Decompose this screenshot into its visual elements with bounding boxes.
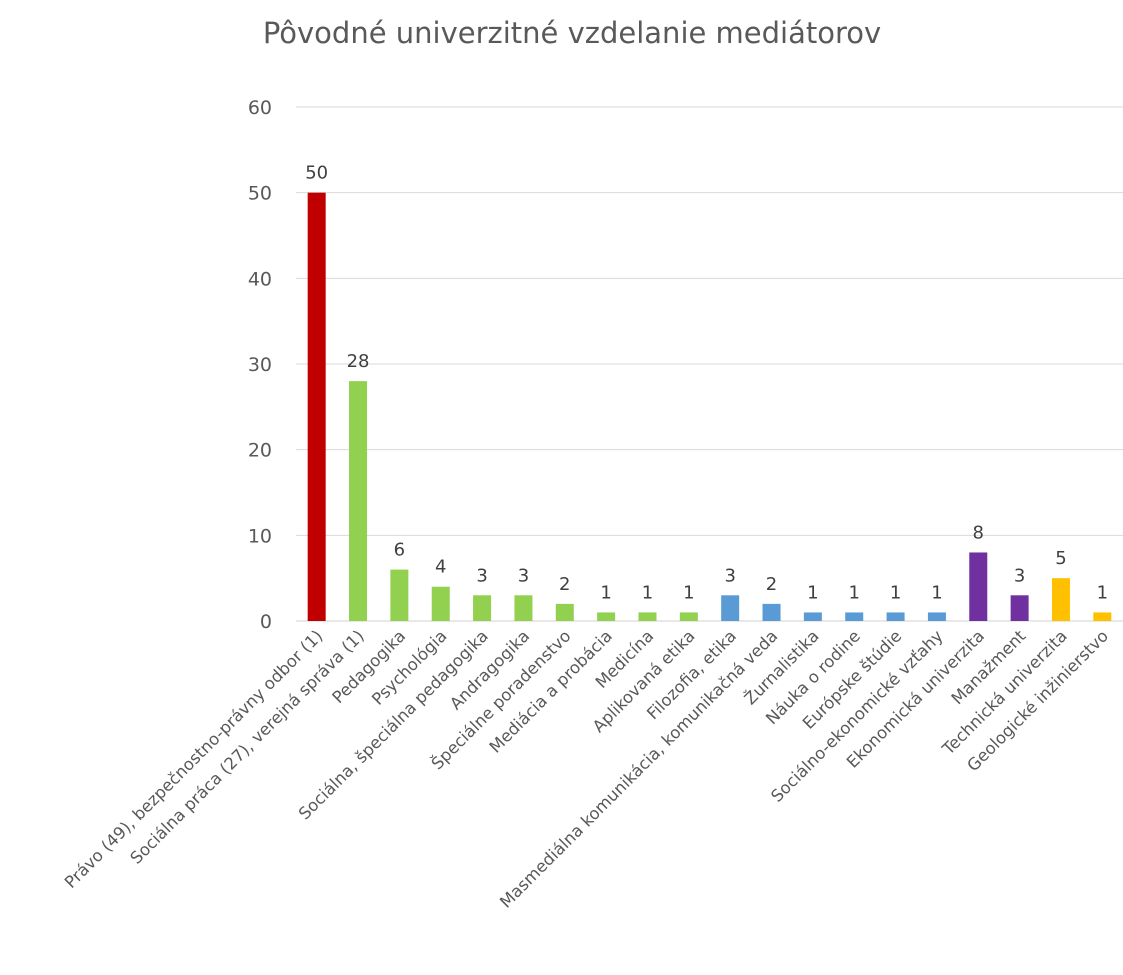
bar — [638, 612, 657, 621]
x-axis-categories: Právo (49), bezpečnostno-právny odbor (1… — [61, 626, 1112, 912]
y-axis-ticks: 0 10 20 30 40 50 60 — [248, 97, 272, 633]
bars — [307, 192, 1112, 621]
bar — [1051, 578, 1070, 621]
data-labels: 50 28 6 4 3 3 2 1 1 1 3 2 1 1 1 1 8 3 5 1 — [305, 163, 1108, 604]
bar — [927, 612, 946, 621]
bar — [597, 612, 616, 621]
data-label: 1 — [600, 582, 611, 603]
category-label: Právo (49), bezpečnostno-právny odbor (1… — [61, 626, 327, 892]
y-tick-label: 40 — [248, 268, 272, 290]
bar — [1010, 595, 1029, 621]
data-label: 1 — [683, 582, 694, 603]
bar — [886, 612, 905, 621]
data-label: 5 — [1055, 548, 1066, 569]
bar — [762, 603, 781, 621]
data-label: 1 — [890, 582, 901, 603]
y-tick-label: 20 — [248, 440, 272, 462]
data-label: 3 — [518, 565, 529, 586]
data-label: 1 — [931, 582, 942, 603]
bar — [307, 192, 326, 621]
data-label: 1 — [642, 582, 653, 603]
data-label: 2 — [766, 574, 777, 595]
bar — [721, 595, 740, 621]
category-label: Sociálna práca (27), verejná správa (1) — [127, 626, 368, 867]
bar — [803, 612, 822, 621]
y-tick-label: 30 — [248, 354, 272, 376]
data-label: 6 — [394, 540, 405, 561]
data-label: 1 — [807, 582, 818, 603]
data-label: 4 — [435, 557, 446, 578]
data-label: 3 — [476, 565, 487, 586]
data-label: 1 — [848, 582, 859, 603]
bar — [1093, 612, 1112, 621]
bar — [969, 552, 988, 621]
bar — [390, 569, 409, 621]
bar — [845, 612, 864, 621]
data-label: 50 — [305, 163, 328, 184]
bar — [514, 595, 533, 621]
data-label: 8 — [973, 522, 984, 543]
y-tick-label: 50 — [248, 183, 272, 205]
y-tick-label: 0 — [260, 611, 272, 633]
data-label: 2 — [559, 574, 570, 595]
data-label: 3 — [1014, 565, 1025, 586]
bar — [473, 595, 492, 621]
bar — [349, 381, 368, 621]
chart-title: Pôvodné univerzitné vzdelanie mediátorov — [263, 16, 881, 50]
bar — [679, 612, 698, 621]
bar — [431, 586, 450, 621]
data-label: 28 — [347, 351, 370, 372]
y-tick-label: 10 — [248, 525, 272, 547]
bar — [555, 603, 574, 621]
gridlines — [296, 106, 1123, 622]
data-label: 3 — [724, 565, 735, 586]
y-tick-label: 60 — [248, 97, 272, 119]
data-label: 1 — [1097, 582, 1108, 603]
